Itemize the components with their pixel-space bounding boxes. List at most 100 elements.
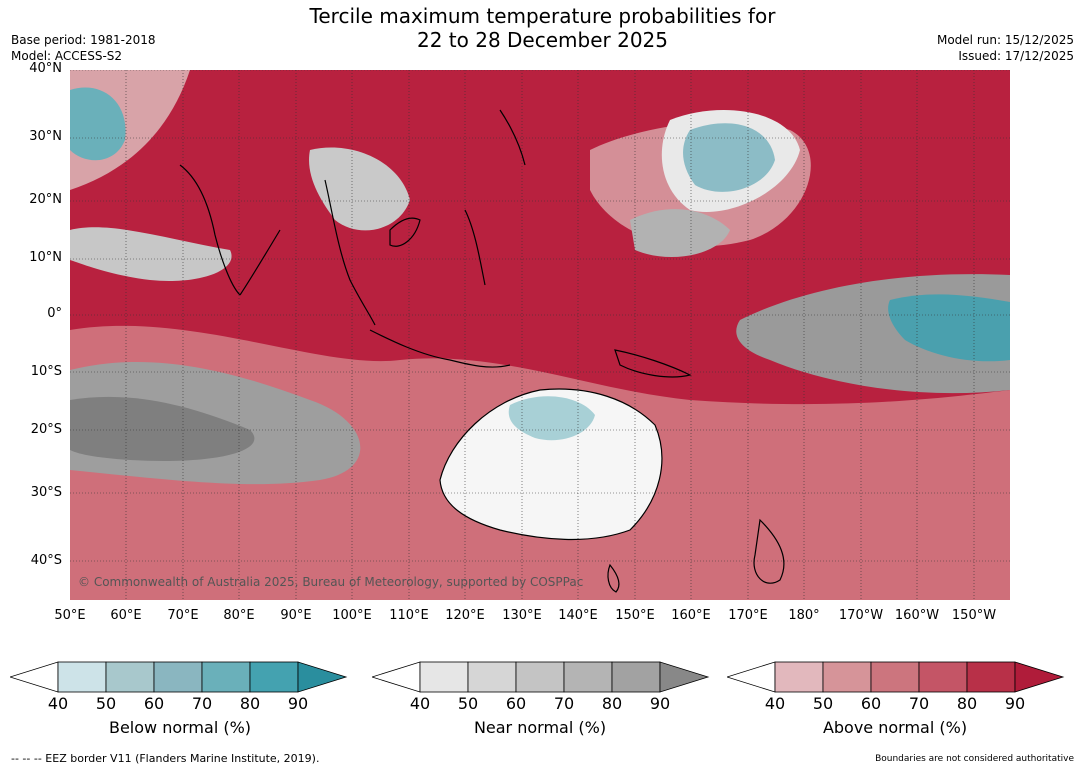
indonesia-coastline [369, 329, 511, 368]
colorbar-tick: 80 [601, 694, 623, 713]
colorbar-above-swatch [870, 661, 920, 693]
lon-label: 150°W [951, 608, 997, 623]
issued-date: Issued: 17/12/2025 [958, 49, 1074, 63]
boundaries-note: Boundaries are not considered authoritat… [875, 754, 1074, 764]
colorbar-tick: 90 [649, 694, 671, 713]
colorbar-near-swatch [563, 661, 613, 693]
colorbar-below-label: Below normal (%) [108, 718, 252, 737]
colorbar-tick: 60 [143, 694, 165, 713]
region-below-normal-middle-east [70, 87, 126, 161]
region-australia-near-normal [440, 389, 662, 540]
copyright-text: © Commonwealth of Australia 2025, Bureau… [78, 575, 583, 589]
region-near-normal-strong-io [70, 396, 255, 461]
lat-label: 20°S [30, 422, 62, 437]
lon-label: 70°E [167, 608, 199, 623]
colorbar-near-min-arrow [372, 661, 421, 693]
forecast-map[interactable]: © Commonwealth of Australia 2025, Bureau… [70, 69, 1010, 600]
base-period: Base period: 1981-2018 [11, 33, 156, 47]
lon-label: 110°E [389, 608, 429, 623]
colorbar-tick: 70 [553, 694, 575, 713]
lon-label: 170°W [838, 608, 884, 623]
region-below-normal-npacific [683, 123, 775, 192]
lon-label: 80°E [223, 608, 255, 623]
colorbar-tick: 80 [239, 694, 261, 713]
colorbar-above-swatch [822, 661, 872, 693]
lat-label: 30°S [30, 485, 62, 500]
japan-coastline [499, 109, 526, 166]
lon-label: 150°E [615, 608, 655, 623]
lon-label: 120°E [445, 608, 485, 623]
colorbar-tick: 80 [956, 694, 978, 713]
lon-label: 170°E [728, 608, 768, 623]
lon-label: 90°E [280, 608, 312, 623]
colorbar-tick: 60 [505, 694, 527, 713]
colorbar-tick: 50 [812, 694, 834, 713]
colorbar-tick: 40 [47, 694, 69, 713]
colorbar-below [10, 661, 348, 693]
model-name: Model: ACCESS-S2 [11, 49, 123, 63]
lon-label: 140°E [558, 608, 598, 623]
map-canvas: © Commonwealth of Australia 2025, Bureau… [70, 69, 1010, 600]
colorbar-above-swatch [774, 661, 824, 693]
colorbar-above-swatch [918, 661, 968, 693]
lat-label: 40°S [30, 553, 62, 568]
colorbar-near-swatch [611, 661, 661, 693]
india-coastline [179, 164, 241, 296]
lat-label: 40°N [29, 61, 62, 76]
colorbar-tick: 50 [95, 694, 117, 713]
colorbar-below-max-arrow [297, 661, 348, 693]
lat-label: 30°N [29, 129, 62, 144]
lon-label: 50°E [54, 608, 86, 623]
philippines-coastline [464, 209, 486, 286]
australia-coastline [439, 388, 663, 541]
colorbar-near-max-arrow [659, 661, 710, 693]
coastlines [179, 109, 785, 593]
se-asia-coastline [324, 179, 376, 326]
eez-note: -- -- -- EEZ border V11 (Flanders Marine… [11, 752, 320, 765]
region-below-normal-central-pacific [888, 294, 1010, 362]
colorbar-tick: 70 [191, 694, 213, 713]
colorbar-below-swatch [105, 661, 155, 693]
colorbar-near-swatch [419, 661, 469, 693]
lon-label: 160°E [671, 608, 711, 623]
colorbar-tick: 40 [764, 694, 786, 713]
title-line-2: 22 to 28 December 2025 [416, 28, 668, 52]
colorbar-near-swatch [515, 661, 565, 693]
region-near-normal-se-asia [309, 147, 410, 231]
colorbar-near [372, 661, 710, 693]
colorbar-below-min-arrow [10, 661, 59, 693]
colorbar-tick: 50 [457, 694, 479, 713]
region-near-normal-pacific [630, 209, 730, 258]
lon-label: 180° [788, 608, 820, 623]
title-line-1: Tercile maximum temperature probabilitie… [309, 4, 776, 28]
lon-label: 60°E [110, 608, 142, 623]
colorbar-below-swatch [201, 661, 251, 693]
colorbar-below-swatch [249, 661, 299, 693]
colorbar-above-label: Above normal (%) [822, 718, 968, 737]
lat-label: 0° [47, 306, 62, 321]
colorbar-tick: 70 [908, 694, 930, 713]
tasmania-coastline [607, 563, 620, 593]
lat-label: 20°N [29, 192, 62, 207]
colorbar-tick: 90 [1004, 694, 1026, 713]
new-guinea-coastline [614, 349, 692, 378]
colorbar-tick: 40 [409, 694, 431, 713]
model-run: Model run: 15/12/2025 [936, 33, 1074, 47]
colorbar-below-swatch [57, 661, 107, 693]
colorbar-above [727, 661, 1065, 693]
lon-label: 160°W [894, 608, 940, 623]
lon-label: 100°E [332, 608, 372, 623]
colorbar-near-label: Near normal (%) [473, 718, 607, 737]
region-below-normal-northern-australia [508, 396, 595, 441]
colorbar-below-swatch [153, 661, 203, 693]
colorbar-tick: 60 [860, 694, 882, 713]
region-near-normal-india [70, 227, 232, 281]
lat-label: 10°N [29, 250, 62, 265]
colorbar-above-swatch [966, 661, 1016, 693]
colorbar-near-swatch [467, 661, 517, 693]
metadata-left: Base period: 1981-2018 Model: ACCESS-S2 [11, 32, 156, 64]
colorbar-above-max-arrow [1014, 661, 1065, 693]
lon-label: 130°E [502, 608, 542, 623]
metadata-right: Model run: 15/12/2025 Issued: 17/12/2025 [937, 32, 1074, 64]
colorbar-above-min-arrow [727, 661, 776, 693]
